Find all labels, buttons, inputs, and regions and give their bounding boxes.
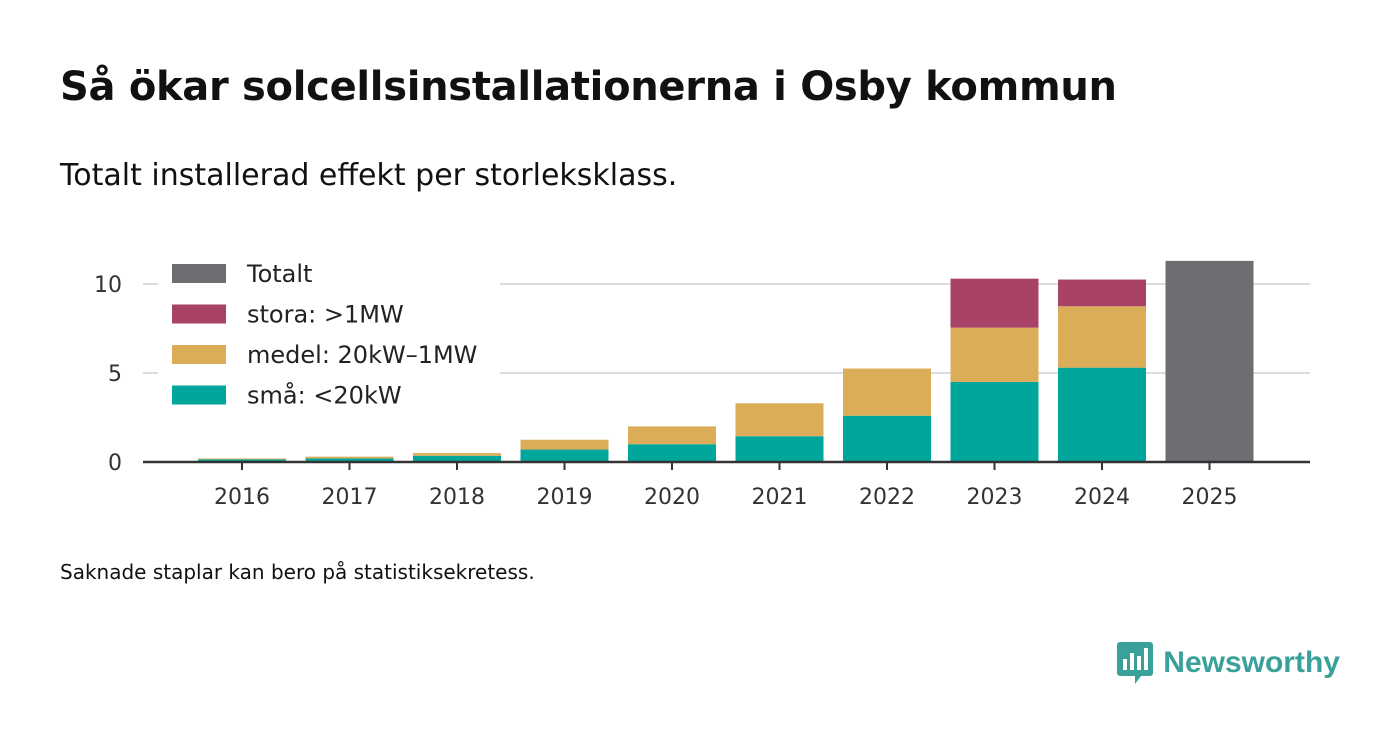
bar-2024-medel	[1058, 306, 1146, 368]
legend-swatch-Totalt	[172, 264, 226, 283]
legend-label-medel: medel: 20kW–1MW	[247, 341, 477, 369]
newsworthy-logo-icon	[1117, 642, 1154, 684]
bar-2022-medel	[843, 368, 931, 416]
bar-2016-medel	[198, 458, 286, 460]
x-tick-label-2024: 2024	[1074, 485, 1130, 510]
bar-2024-stora	[1058, 279, 1146, 307]
x-tick-label-2018: 2018	[429, 485, 485, 510]
y-tick-label: 5	[108, 362, 122, 387]
x-tick-label-2023: 2023	[967, 485, 1023, 510]
bar-2019-medel	[520, 439, 609, 450]
x-tick-label-2016: 2016	[214, 485, 270, 510]
x-tick-label-2021: 2021	[752, 485, 808, 510]
newsworthy-logo-text: Newsworthy	[1163, 646, 1340, 679]
y-tick-label: 0	[108, 451, 122, 476]
legend-label-Totalt: Totalt	[246, 260, 312, 288]
legend-label-stora: stora: >1MW	[247, 301, 404, 329]
x-tick-label-2017: 2017	[322, 485, 378, 510]
bar-2018-små	[413, 455, 501, 462]
newsworthy-logo: Newsworthy	[1117, 642, 1340, 684]
x-tick-label-2020: 2020	[644, 485, 700, 510]
bar-2017-medel	[305, 456, 394, 459]
legend-swatch-små	[172, 385, 226, 405]
bar-2023-medel	[950, 327, 1039, 382]
x-tick-label-2025: 2025	[1182, 485, 1238, 510]
y-tick-label: 10	[94, 273, 122, 298]
bar-2021-medel	[735, 403, 824, 437]
bar-2020-medel	[628, 426, 716, 445]
footnote: Saknade staplar kan bero på statistiksek…	[60, 560, 535, 584]
bar-2020-små	[628, 444, 716, 462]
legend-label-små: små: <20kW	[247, 381, 402, 410]
bar-2018-medel	[413, 453, 501, 456]
bar-2021-små	[735, 436, 824, 462]
bar-2025-Totalt	[1165, 260, 1254, 462]
bar-2024-små	[1058, 367, 1146, 462]
chart-title: Så ökar solcellsinstallationerna i Osby …	[60, 64, 1117, 110]
legend-swatch-medel	[172, 345, 226, 364]
bar-2023-stora	[950, 278, 1039, 328]
bar-2019-små	[520, 449, 609, 462]
bar-2022-små	[843, 415, 931, 462]
bar-2017-små	[305, 458, 394, 462]
legend-swatch-stora	[172, 304, 226, 324]
x-tick-label-2022: 2022	[859, 485, 915, 510]
bar-2023-små	[950, 381, 1039, 462]
x-tick-label-2019: 2019	[537, 485, 593, 510]
chart-subtitle: Totalt installerad effekt per storlekskl…	[60, 158, 678, 193]
bar-2016-små	[198, 459, 286, 462]
